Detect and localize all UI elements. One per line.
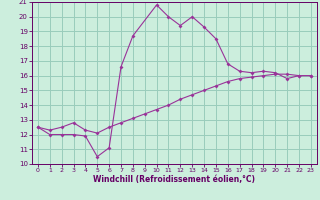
X-axis label: Windchill (Refroidissement éolien,°C): Windchill (Refroidissement éolien,°C) [93, 175, 255, 184]
